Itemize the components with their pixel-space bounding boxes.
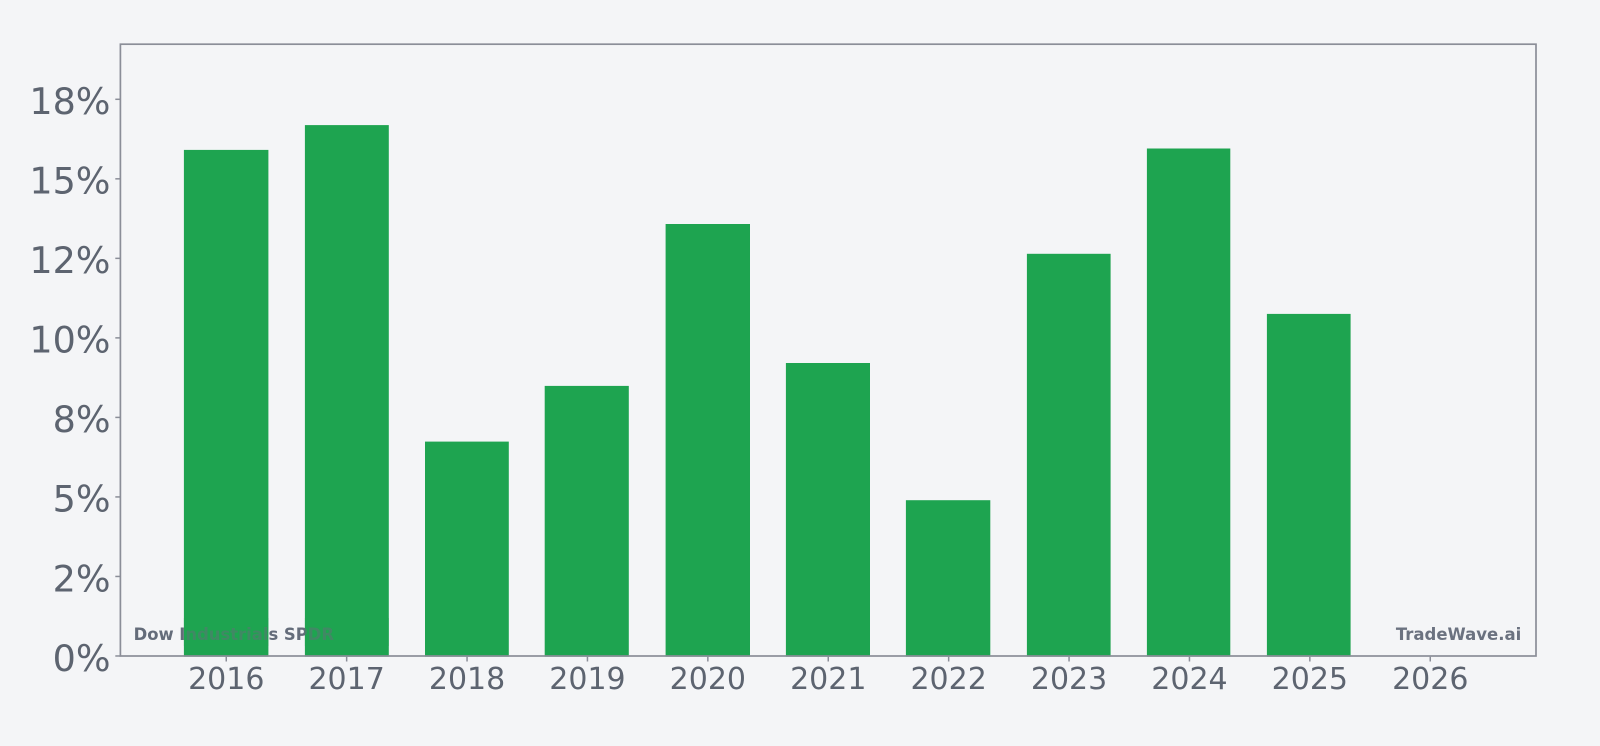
svg-text:2020: 2020 (670, 662, 746, 697)
svg-text:2021: 2021 (790, 662, 866, 697)
svg-text:2019: 2019 (549, 662, 625, 697)
svg-text:2026: 2026 (1392, 662, 1468, 697)
svg-text:2023: 2023 (1031, 662, 1107, 697)
svg-text:15%: 15% (29, 160, 110, 203)
svg-text:2016: 2016 (188, 662, 264, 697)
svg-text:TradeWave.ai: TradeWave.ai (1396, 625, 1521, 644)
svg-text:8%: 8% (53, 398, 111, 441)
svg-text:12%: 12% (29, 239, 110, 282)
svg-text:0%: 0% (53, 637, 111, 680)
svg-text:10%: 10% (29, 319, 110, 362)
svg-text:2%: 2% (53, 557, 111, 600)
svg-text:5%: 5% (53, 478, 111, 521)
svg-text:2022: 2022 (910, 662, 986, 697)
svg-text:18%: 18% (29, 80, 110, 123)
svg-text:2025: 2025 (1272, 662, 1348, 697)
svg-text:2024: 2024 (1151, 662, 1227, 697)
svg-text:2017: 2017 (308, 662, 384, 697)
svg-text:2018: 2018 (429, 662, 505, 697)
